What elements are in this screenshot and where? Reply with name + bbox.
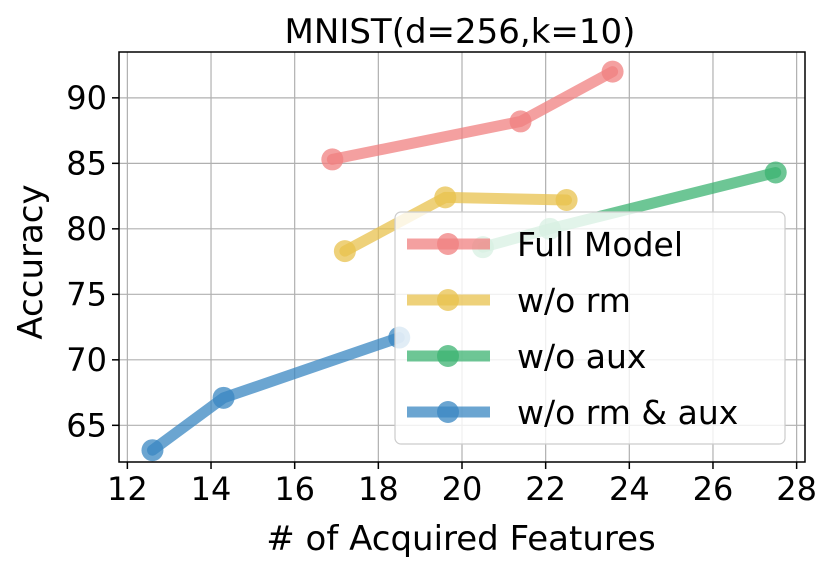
legend-label: Full Model (517, 225, 683, 264)
x-tick-label: 28 (776, 470, 817, 508)
data-point (434, 186, 457, 209)
x-tick-label: 18 (358, 470, 399, 508)
legend-label: w/o rm (517, 281, 631, 320)
legend-item-3: w/o aux (407, 337, 646, 376)
y-tick-label: 65 (66, 406, 107, 444)
series-1 (321, 60, 624, 171)
data-point (601, 60, 624, 83)
x-tick-label: 12 (107, 470, 148, 508)
y-tick-label: 80 (66, 210, 107, 248)
series-4 (141, 326, 411, 462)
data-point (212, 386, 235, 409)
series-line (326, 66, 619, 165)
series-2 (333, 186, 578, 263)
data-point (555, 189, 578, 212)
data-point (141, 439, 164, 462)
legend-marker (437, 345, 459, 367)
x-tick-label: 14 (191, 470, 232, 508)
legend: Full Model w/o rm w/o aux w/o rm & aux (394, 211, 786, 445)
data-point (333, 240, 356, 263)
data-point (509, 110, 532, 133)
y-axis-label: Accuracy (11, 184, 51, 339)
legend-item-2: w/o rm (407, 281, 631, 320)
legend-marker (437, 289, 459, 311)
data-point (764, 161, 787, 184)
y-tick-label: 70 (66, 341, 107, 379)
x-tick-label: 16 (274, 470, 315, 508)
series-line (146, 332, 405, 456)
data-point (321, 148, 344, 171)
legend-label: w/o aux (517, 337, 646, 376)
chart-title: MNIST(d=256,k=10) (285, 12, 636, 52)
legend-label: w/o rm & aux (517, 393, 738, 432)
legend-box (394, 211, 786, 445)
legend-item-1: Full Model (407, 225, 683, 264)
x-tick-label: 22 (525, 470, 566, 508)
y-tick-label: 85 (66, 144, 107, 182)
y-tick-label: 90 (66, 79, 107, 117)
x-axis-label: # of Acquired Features (266, 519, 656, 559)
legend-item-4: w/o rm & aux (407, 393, 738, 432)
tick-layer: 12 14 16 18 20 22 24 26 28 65 70 75 80 85 90 (66, 79, 817, 508)
legend-marker (437, 233, 459, 255)
x-tick-label: 24 (609, 470, 650, 508)
legend-marker (437, 401, 459, 423)
x-tick-label: 20 (442, 470, 483, 508)
x-tick-label: 26 (693, 470, 734, 508)
y-tick-label: 75 (66, 275, 107, 313)
